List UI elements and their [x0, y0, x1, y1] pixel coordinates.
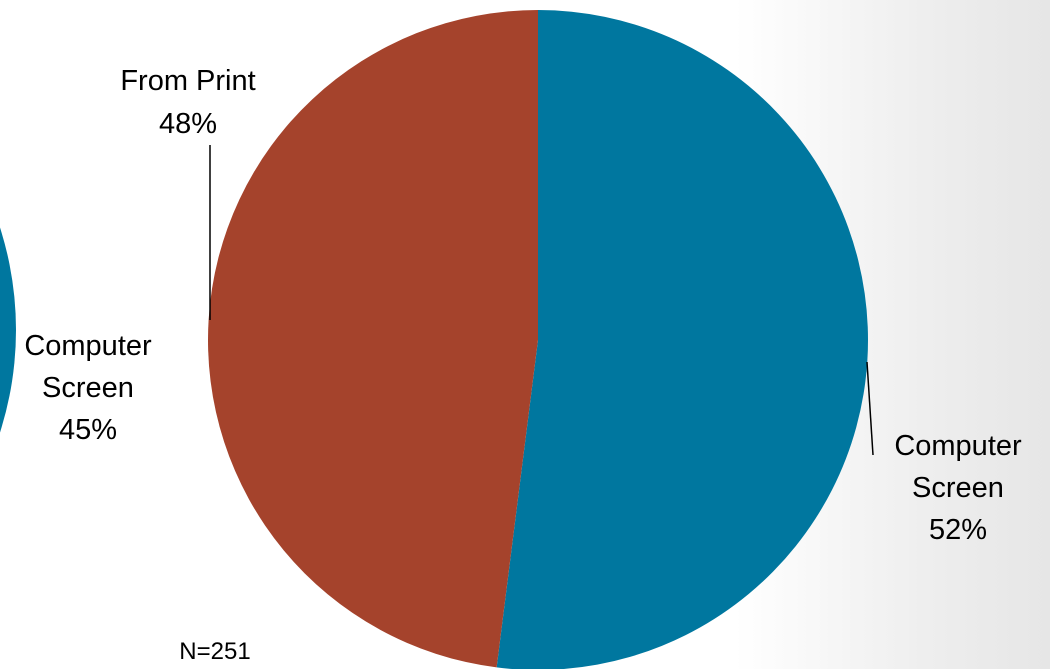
leader-line-computer-screen: [866, 361, 874, 456]
left-pie-slice-computer-screen: [0, 227, 16, 433]
main-pie-slice-computer-screen: [496, 10, 868, 669]
main-pie-slice-from-print: [208, 10, 538, 668]
main-pie-label-computer-screen-percent: 52%: [929, 514, 987, 546]
left-pie-label-percent: 45%: [59, 414, 117, 446]
left-pie-label-name-line1: Computer: [24, 330, 152, 362]
main-pie-label-from-print-percent: 48%: [159, 108, 217, 140]
main-pie-label-computer-screen-line1: Computer: [894, 430, 1022, 462]
left-pie: Computer Screen 45%: [0, 227, 152, 446]
main-pie: From Print 48% Computer Screen 52% N=251: [120, 10, 1022, 669]
left-pie-label-name-line2: Screen: [42, 372, 134, 404]
sample-size-note: N=251: [179, 638, 250, 665]
main-pie-label-from-print-line1: From Print: [120, 65, 255, 97]
main-pie-label-computer-screen-line2: Screen: [912, 472, 1004, 504]
